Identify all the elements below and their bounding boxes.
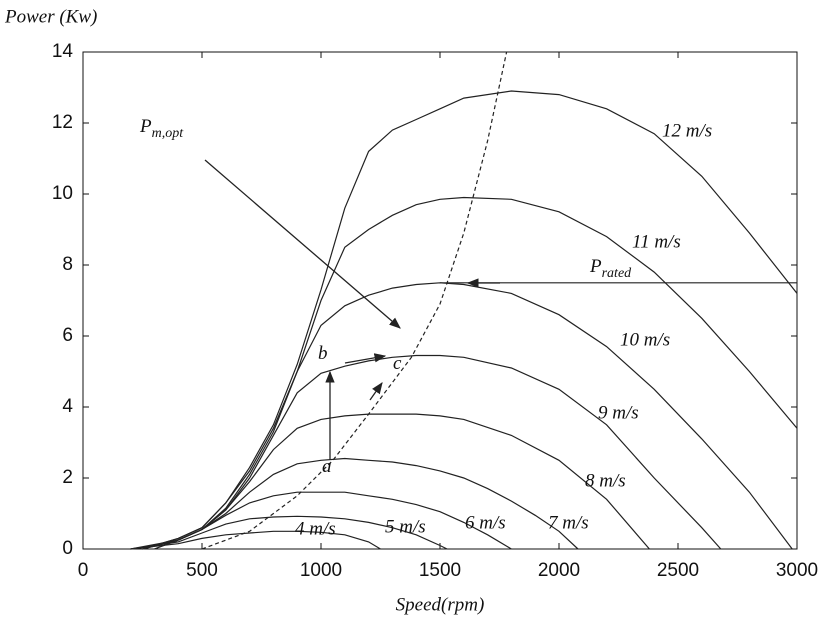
annotation-subscript: rated <box>602 266 633 281</box>
y-tick-label: 10 <box>52 183 73 204</box>
series-label: 6 m/s <box>465 512 506 533</box>
annotation: Pm,opt <box>139 116 184 141</box>
annotation: c <box>393 353 402 374</box>
y-tick-label: 12 <box>52 112 73 133</box>
annotation-text: P <box>139 116 152 137</box>
x-tick-label: 1000 <box>300 560 342 581</box>
power-curve <box>143 459 579 550</box>
annotation: b <box>318 343 328 364</box>
power-curve <box>154 283 792 549</box>
series-label: 8 m/s <box>585 470 626 491</box>
x-tick-label: 3000 <box>776 560 818 581</box>
x-tick-label: 1500 <box>419 560 461 581</box>
series-label: 10 m/s <box>620 329 670 350</box>
x-tick-label: 2500 <box>657 560 699 581</box>
series-label: 11 m/s <box>632 231 681 252</box>
a-to-c-arrow <box>370 383 382 400</box>
annotation-text: b <box>318 343 328 364</box>
y-tick-label: 14 <box>52 41 74 62</box>
power-curve <box>154 356 720 550</box>
power-curve <box>154 198 797 546</box>
chart: Power (Kw) Speed(rpm) 050010001500200025… <box>0 0 824 622</box>
x-tick-label: 2000 <box>538 560 580 581</box>
power-curve <box>154 91 797 546</box>
annotation-subscript: m,opt <box>152 126 185 141</box>
y-tick-label: 0 <box>62 538 73 559</box>
annotation-text: P <box>589 256 602 277</box>
series-label: 7 m/s <box>548 512 589 533</box>
x-axis-label: Speed(rpm) <box>396 594 485 615</box>
x-tick-label: 0 <box>78 560 89 581</box>
annotation-text: a <box>322 456 332 477</box>
y-tick-label: 4 <box>62 396 73 417</box>
y-tick-label: 2 <box>62 467 73 488</box>
x-tick-label: 500 <box>186 560 218 581</box>
annotation-text: c <box>393 353 402 374</box>
annotation: Prated <box>589 256 632 281</box>
annotation-arrow <box>205 160 400 328</box>
y-axis-label: Power (Kw) <box>4 6 97 27</box>
y-tick-label: 6 <box>62 325 73 346</box>
series-label: 9 m/s <box>598 402 639 423</box>
series-label: 4 m/s <box>295 518 336 539</box>
annotation: a <box>322 456 332 477</box>
y-tick-label: 8 <box>62 254 73 275</box>
power-curve <box>131 531 381 549</box>
series-label: 12 m/s <box>662 120 712 141</box>
series-label: 5 m/s <box>385 516 426 537</box>
